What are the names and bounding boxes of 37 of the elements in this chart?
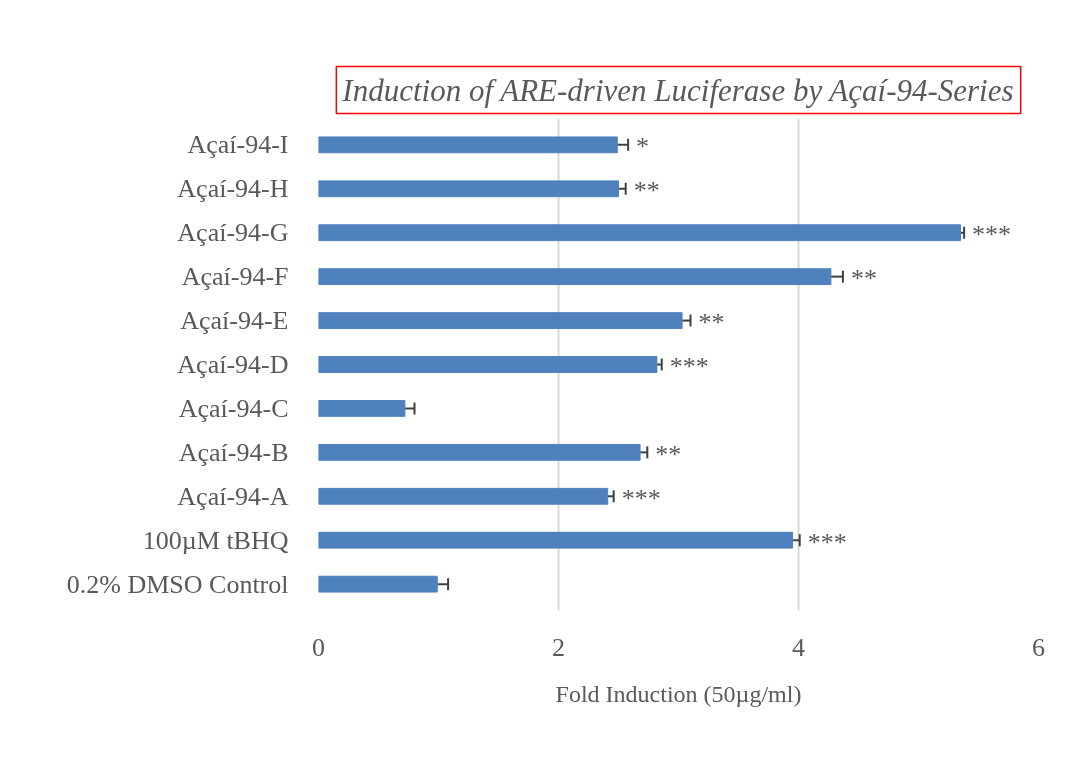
bar: [318, 487, 609, 505]
x-tick-label: 0: [312, 632, 325, 662]
annotation: **: [655, 439, 682, 469]
x-tick-label: 2: [552, 632, 565, 662]
bar: [318, 575, 438, 593]
bar: [318, 268, 832, 286]
annotation: ***: [621, 483, 661, 513]
x-tick-label: 4: [792, 632, 805, 662]
bar: [318, 312, 683, 329]
annotation: ***: [972, 220, 1012, 250]
y-tick-label: Açaí-94-C: [178, 393, 289, 423]
y-tick-label: Açaí-94-B: [178, 437, 289, 467]
annotation: **: [698, 308, 725, 338]
y-tick-label: Açaí-94-I: [187, 130, 289, 160]
annotation: ***: [669, 352, 709, 381]
bar: [318, 356, 658, 373]
x-axis-title: Fold Induction (50µg/ml): [555, 680, 802, 707]
y-tick-label: Açaí-94-F: [181, 262, 289, 292]
x-tick-label: 6: [1032, 632, 1045, 662]
annotation: *: [636, 132, 650, 162]
bar: [318, 400, 406, 417]
y-tick-label: Açaí-94-A: [177, 481, 289, 511]
bar: [318, 136, 618, 154]
y-tick-label: Açaí-94-E: [180, 306, 289, 336]
annotation: ***: [807, 527, 847, 557]
annotation: **: [850, 264, 877, 294]
bar: [318, 531, 793, 549]
annotation: **: [633, 176, 660, 206]
chart-title: Induction of ARE-driven Luciferase by Açaí-94-Series: [341, 72, 1014, 108]
bar: [318, 224, 961, 242]
y-tick-label: Açaí-94-G: [177, 218, 289, 248]
bar: [318, 180, 619, 198]
y-tick-label: 0.2% DMSO Control: [66, 569, 289, 599]
y-tick-label: 100µM tBHQ: [142, 525, 289, 555]
y-tick-label: Açaí-94-D: [177, 350, 289, 379]
y-tick-label: Açaí-94-H: [177, 174, 289, 204]
bar: [318, 443, 641, 461]
